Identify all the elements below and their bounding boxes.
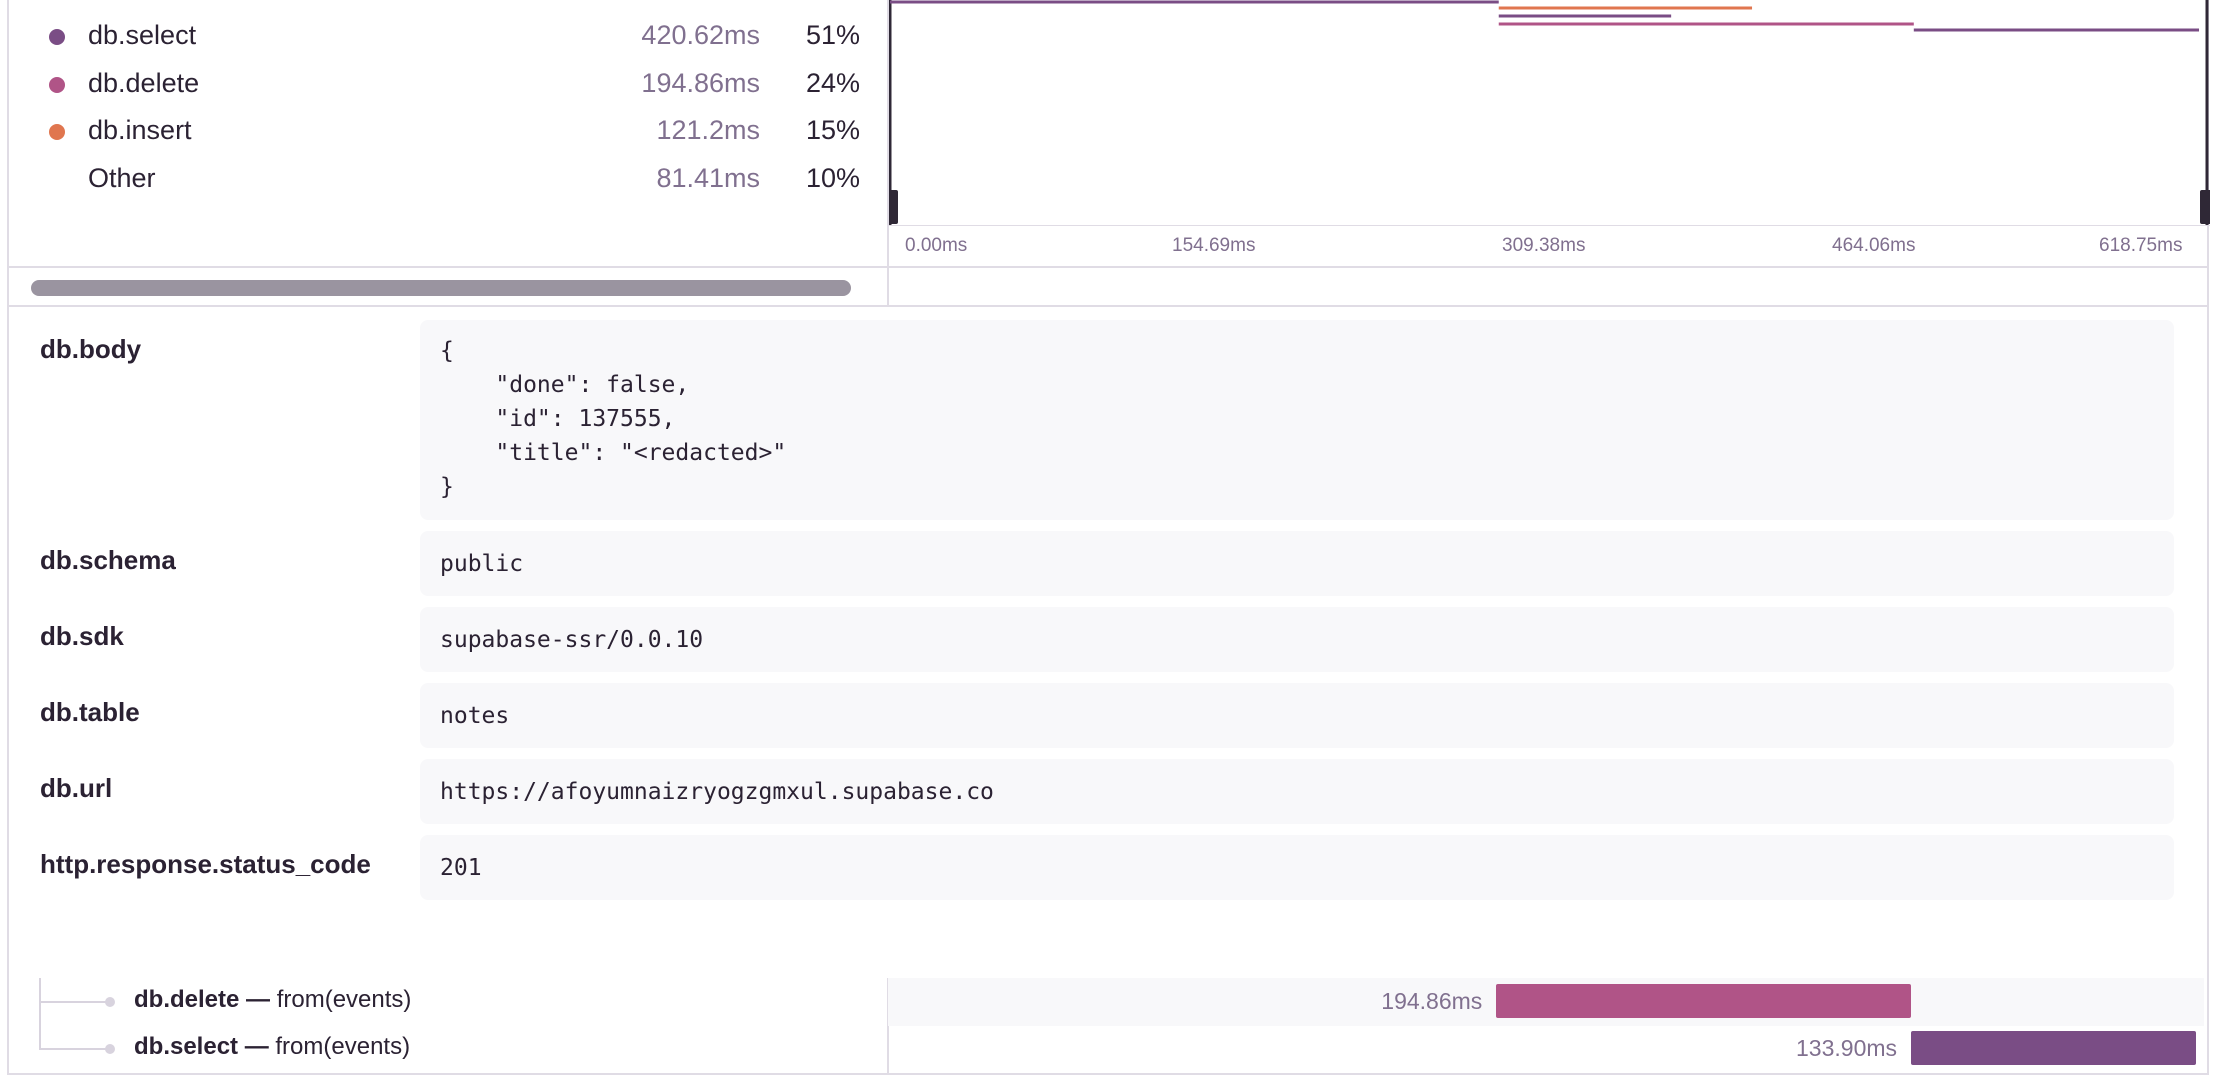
legend-color-dot bbox=[49, 76, 65, 93]
attribute-value: supabase-ssr/0.0.10 bbox=[420, 607, 2174, 672]
span-op: db.select — bbox=[134, 1033, 269, 1060]
attribute-value: notes bbox=[420, 683, 2174, 748]
attribute-key: db.table bbox=[40, 697, 140, 727]
legend-percent: 24% bbox=[805, 67, 860, 98]
attribute-key: db.sdk bbox=[40, 621, 124, 651]
attribute-key: db.body bbox=[40, 334, 142, 364]
column-divider bbox=[887, 0, 889, 306]
attribute-key: db.url bbox=[40, 773, 113, 803]
attribute-key: http.response.status_code bbox=[40, 849, 371, 879]
legend-row-db-select: db.select 420.62ms 51% bbox=[40, 16, 860, 64]
legend-duration: 121.2ms bbox=[656, 115, 760, 145]
span-bar[interactable] bbox=[1911, 1031, 2196, 1065]
legend-name: Other bbox=[88, 162, 156, 193]
axis-tick-label: 309.38ms bbox=[1502, 235, 1586, 256]
span-duration: 194.86ms bbox=[1381, 988, 1483, 1014]
scrollbar-thumb[interactable] bbox=[31, 280, 851, 296]
axis-tick-label: 0.00ms bbox=[905, 235, 968, 256]
legend-percent: 15% bbox=[805, 115, 860, 145]
attribute-value: public bbox=[420, 531, 2174, 596]
legend-name: db.insert bbox=[88, 115, 192, 145]
axis-tick-label: 464.06ms bbox=[1832, 235, 1916, 256]
column-divider bbox=[887, 978, 889, 1075]
legend-row-other: Other 81.41ms 10% bbox=[40, 159, 860, 207]
legend-row-db-delete: db.delete 194.86ms 24% bbox=[40, 64, 860, 112]
legend-percent: 10% bbox=[805, 162, 860, 193]
tree-connector bbox=[39, 978, 41, 1050]
minimap-left-handle[interactable] bbox=[888, 190, 898, 224]
minimap-canvas bbox=[888, 0, 2210, 226]
axis-tick-label: 618.75ms bbox=[2099, 235, 2183, 256]
legend-duration: 194.86ms bbox=[641, 67, 760, 98]
span-bar-area: 133.90ms bbox=[888, 1025, 2204, 1073]
minimap-right-handle[interactable] bbox=[2200, 190, 2210, 224]
tree-node-dot bbox=[105, 997, 115, 1007]
span-bar-area: 194.86ms bbox=[888, 978, 2204, 1026]
attribute-key: db.schema bbox=[40, 545, 176, 575]
legend-color-dot bbox=[49, 29, 65, 45]
span-duration: 133.90ms bbox=[1796, 1035, 1898, 1061]
divider bbox=[9, 266, 2209, 268]
legend-duration: 420.62ms bbox=[641, 20, 760, 50]
divider bbox=[9, 305, 2209, 307]
span-op: db.delete — bbox=[134, 986, 271, 1013]
attribute-value: https://afoyumnaizryogzgmxul.supabase.co bbox=[420, 759, 2174, 824]
horizontal-scrollbar[interactable] bbox=[31, 280, 851, 296]
attribute-value: 201 bbox=[420, 835, 2174, 900]
span-bar[interactable] bbox=[1496, 984, 1911, 1018]
legend-row-db-insert: db.insert 121.2ms 15% bbox=[40, 111, 860, 159]
span-description: from(events) bbox=[275, 1033, 411, 1060]
span-detail-panel bbox=[7, 0, 2209, 1075]
axis-tick-label: 154.69ms bbox=[1172, 235, 1256, 256]
tree-connector bbox=[39, 1048, 107, 1050]
legend-name: db.delete bbox=[88, 67, 200, 98]
attribute-value: { "done": false, "id": 137555, "title": … bbox=[420, 320, 2174, 520]
span-label[interactable]: db.delete — from(events) bbox=[134, 986, 411, 1014]
span-row-db-delete[interactable]: db.delete — from(events) 194.86ms bbox=[0, 978, 2204, 1026]
trace-minimap[interactable] bbox=[888, 0, 2210, 226]
span-label[interactable]: db.select — from(events) bbox=[134, 1033, 410, 1061]
legend-percent: 51% bbox=[805, 20, 860, 50]
operation-breakdown-legend: db.select 420.62ms 51% db.delete 194.86m… bbox=[40, 16, 860, 206]
tree-node-dot bbox=[105, 1044, 115, 1054]
legend-color-dot bbox=[49, 124, 65, 140]
span-row-db-select[interactable]: db.select — from(events) 133.90ms bbox=[0, 1025, 2202, 1073]
span-description: from(events) bbox=[276, 986, 412, 1013]
legend-duration: 81.41ms bbox=[656, 162, 760, 193]
legend-name: db.select bbox=[88, 20, 197, 50]
tree-connector bbox=[39, 1001, 107, 1003]
